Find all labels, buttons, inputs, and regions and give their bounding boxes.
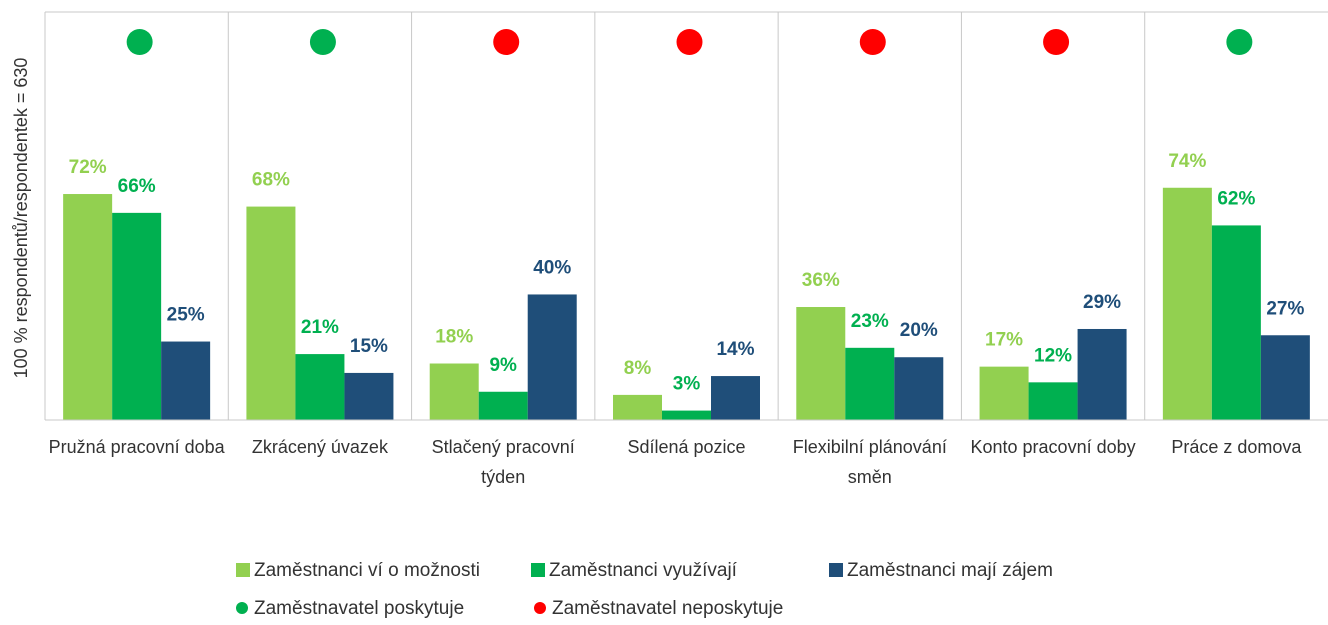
data-label: 27% [1266,298,1304,319]
status-dot [493,29,520,55]
data-label: 21% [301,317,339,338]
data-label: 8% [624,358,652,379]
legend-dot [236,602,248,614]
x-tick-label: Konto pracovní doby [970,437,1136,457]
bar [894,357,944,420]
bar [979,366,1029,420]
bar [1077,328,1127,420]
status-dot [1226,29,1253,55]
bar [1211,225,1261,420]
legend-label: Zaměstnanci mají zájem [847,560,1053,581]
legend-label: Zaměstnanci ví o možnosti [254,560,480,581]
data-label: 3% [673,374,701,395]
bar [796,307,846,420]
x-tick-label: Sdílená pozice [627,437,746,457]
legend-swatch [531,563,545,577]
legend-swatch [829,563,843,577]
y-axis-label: 100 % respondentů/respondentek = 630 [11,58,31,379]
bar [1162,187,1212,420]
bar [662,410,711,420]
data-label: 17% [985,330,1023,351]
bar [1028,382,1078,420]
status-dot [676,29,703,55]
data-label: 74% [1168,151,1206,172]
bar [478,391,528,420]
legend-dot [534,602,546,614]
data-label: 9% [489,355,517,376]
data-label: 15% [350,336,388,357]
x-tick-label: Flexibilní plánování směn [792,437,947,487]
legend-swatch [236,563,250,577]
bar [295,354,345,420]
data-label: 68% [252,170,290,191]
bar [613,394,662,420]
bar [344,372,394,420]
data-label: 23% [851,311,889,332]
data-label: 20% [900,320,938,341]
bar [63,194,113,420]
x-tick-label: Pružná pracovní doba [48,437,225,457]
bar [711,376,760,420]
bar [112,212,162,420]
data-label: 25% [167,305,205,326]
bar [527,294,577,420]
data-label: 40% [533,257,571,278]
bar [845,347,895,420]
x-tick-label: Zkrácený úvazek [251,437,388,457]
data-label: 12% [1034,345,1072,366]
data-label: 14% [716,339,754,360]
bar [246,206,296,420]
status-dot [126,29,153,55]
legend-label: Zaměstnanci využívají [549,560,738,581]
legend-label: Zaměstnavatel poskytuje [254,598,464,619]
legend-label: Zaměstnavatel neposkytuje [552,598,783,619]
data-label: 62% [1217,188,1255,209]
x-tick-label: Práce z domova [1171,437,1302,457]
bar [1260,335,1310,420]
bar [161,341,211,420]
status-dot [1043,29,1070,55]
status-dot [859,29,886,55]
x-tick-label: Stlačený pracovní týden [431,437,575,487]
data-label: 66% [118,176,156,197]
data-label: 18% [435,327,473,348]
data-label: 29% [1083,292,1121,313]
data-label: 72% [69,157,107,178]
status-dot [309,29,336,55]
bar [429,363,479,420]
data-label: 36% [802,270,840,291]
